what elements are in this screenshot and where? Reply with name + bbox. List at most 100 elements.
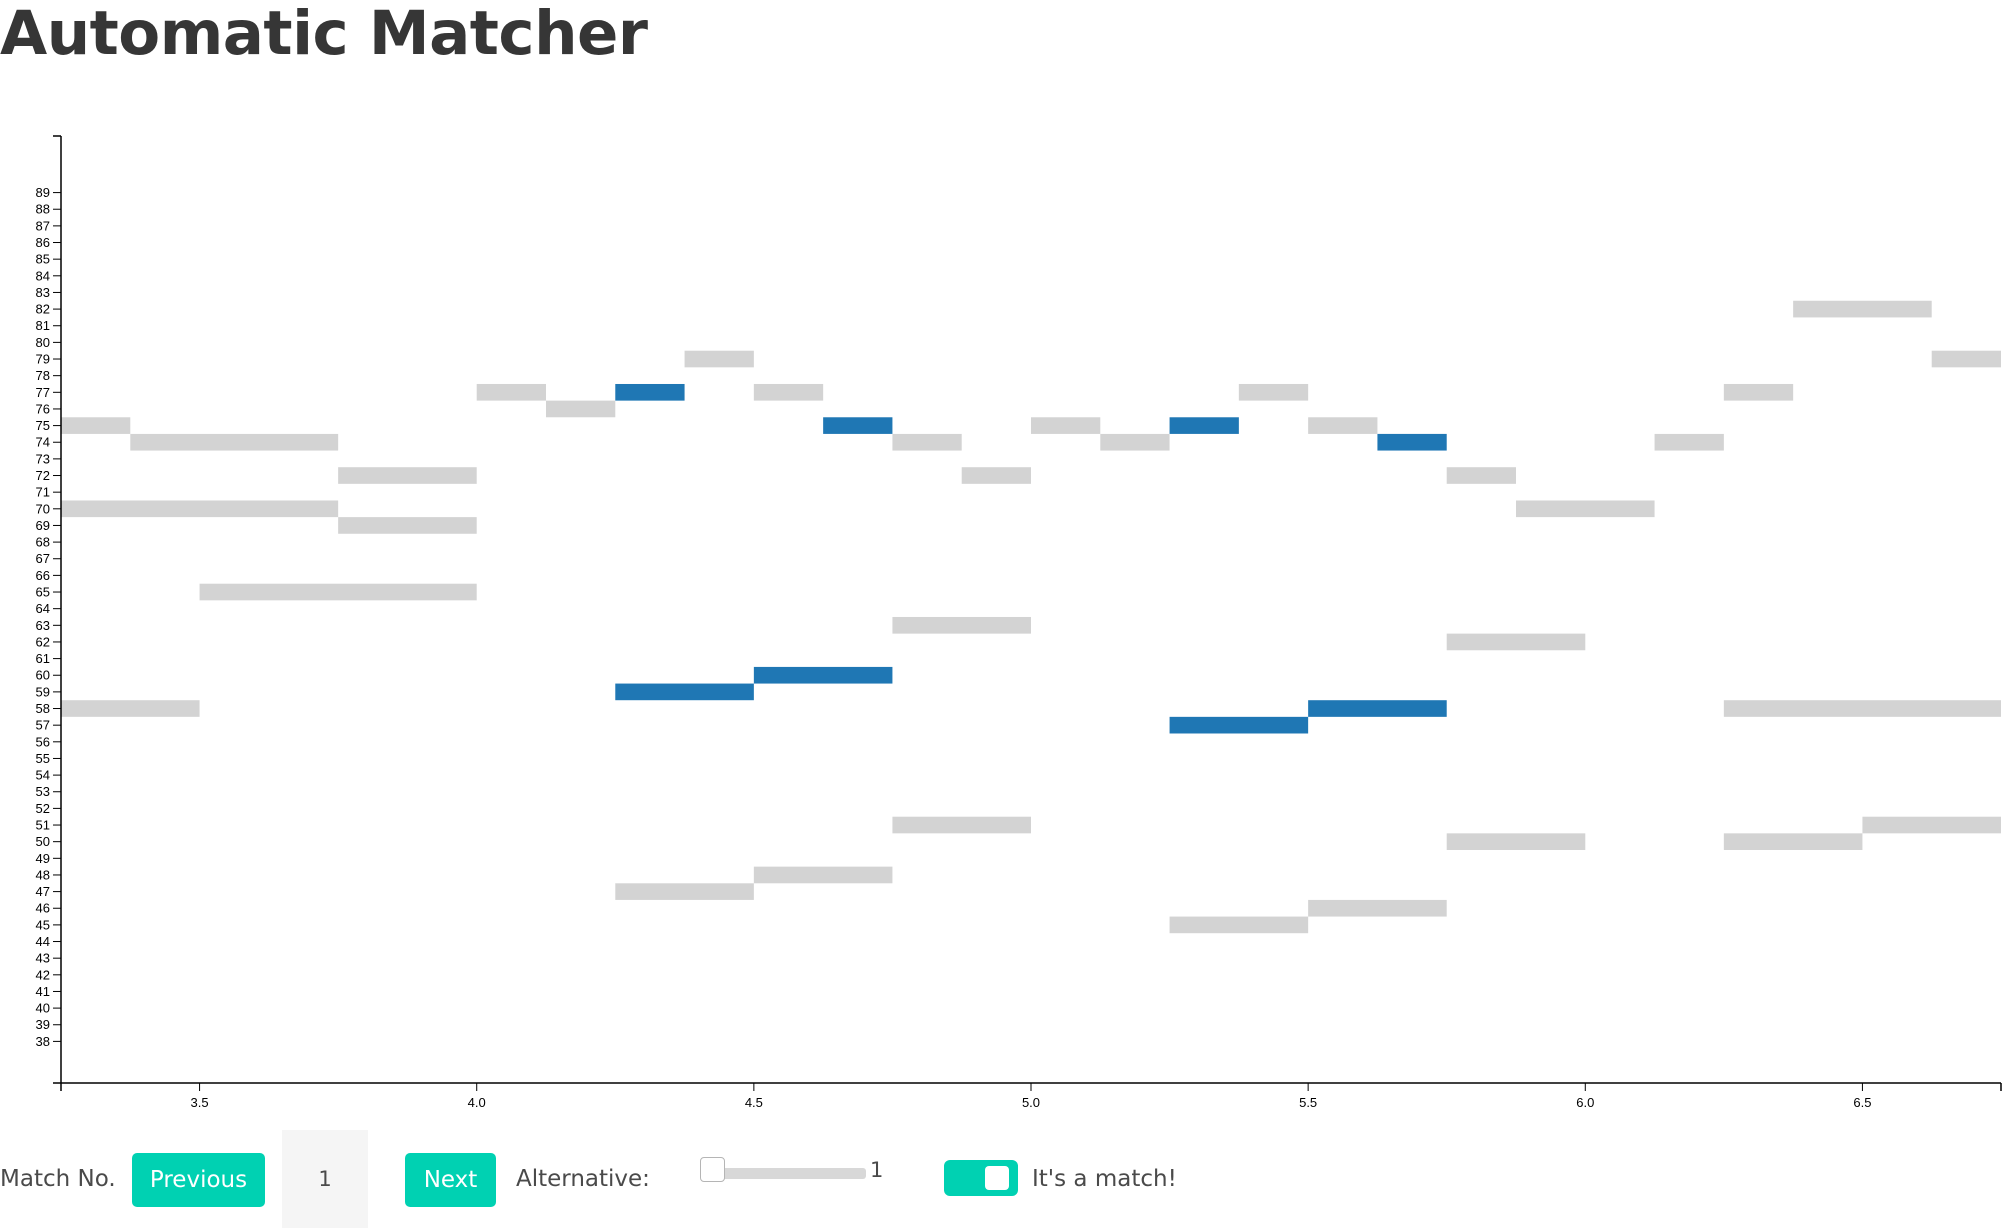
match-toggle-knob <box>985 1166 1009 1190</box>
unmatched-note-12 <box>961 467 1031 484</box>
y-tick-label-42: 42 <box>36 967 50 982</box>
unmatched-note-7 <box>476 383 546 401</box>
matched-note-5 <box>753 666 893 684</box>
matched-note-4 <box>615 683 754 701</box>
unmatched-note-31 <box>1446 833 1586 850</box>
y-tick-label-75: 75 <box>36 418 50 433</box>
unmatched-note-29 <box>1169 916 1309 934</box>
y-tick-label-40: 40 <box>36 1001 50 1016</box>
y-tick-label-38: 38 <box>36 1034 50 1049</box>
y-tick-label-87: 87 <box>36 218 50 233</box>
unmatched-note-15 <box>1238 383 1309 401</box>
matched-note-3 <box>1377 433 1447 451</box>
match-number-display[interactable]: 1 <box>282 1130 368 1228</box>
unmatched-note-8 <box>546 400 616 418</box>
y-tick-label-76: 76 <box>36 401 50 416</box>
x-tick-label-5.5: 5.5 <box>1299 1095 1317 1110</box>
y-tick-label-84: 84 <box>36 268 50 283</box>
y-tick-label-60: 60 <box>36 668 50 683</box>
unmatched-note-23 <box>892 616 1031 634</box>
page-title: Automatic Matcher <box>0 0 648 69</box>
unmatched-note-13 <box>1031 417 1101 434</box>
unmatched-note-27 <box>753 866 893 884</box>
y-tick-label-51: 51 <box>36 818 50 833</box>
matched-note-1 <box>823 417 893 434</box>
y-tick-label-50: 50 <box>36 834 50 849</box>
unmatched-note-10 <box>753 383 824 401</box>
y-tick-label-79: 79 <box>36 352 50 367</box>
y-tick-label-54: 54 <box>36 768 50 783</box>
x-tick-label-6.5: 6.5 <box>1853 1095 1871 1110</box>
match-toggle-label: It's a match! <box>1032 1166 1177 1192</box>
unmatched-note-30 <box>1308 899 1447 917</box>
unmatched-note-26 <box>615 883 754 900</box>
controls-bar: Match No. Previous 1 Next Alternative: 1… <box>0 1130 2016 1228</box>
y-tick-label-74: 74 <box>36 435 50 450</box>
y-tick-label-53: 53 <box>36 784 50 799</box>
y-tick-label-64: 64 <box>36 601 50 616</box>
y-tick-label-39: 39 <box>36 1017 50 1032</box>
y-tick-label-45: 45 <box>36 917 50 932</box>
notes-layer <box>61 300 2001 934</box>
y-tick-label-44: 44 <box>36 934 50 949</box>
unmatched-note-1 <box>130 433 339 451</box>
x-tick-label-4.0: 4.0 <box>468 1095 486 1110</box>
unmatched-note-14 <box>1100 433 1170 451</box>
unmatched-note-2 <box>61 500 339 518</box>
y-tick-label-41: 41 <box>36 984 50 999</box>
y-tick-label-85: 85 <box>36 252 50 267</box>
y-tick-label-66: 66 <box>36 568 50 583</box>
unmatched-note-17 <box>1446 467 1516 484</box>
unmatched-note-3 <box>199 583 477 601</box>
unmatched-note-4 <box>61 700 200 717</box>
y-tick-label-70: 70 <box>36 501 50 516</box>
alternative-slider-thumb[interactable] <box>700 1157 725 1182</box>
y-tick-label-55: 55 <box>36 751 50 766</box>
unmatched-note-22 <box>1931 350 2001 368</box>
match-toggle[interactable] <box>944 1160 1018 1196</box>
alternative-value: 1 <box>870 1158 884 1182</box>
y-tick-label-58: 58 <box>36 701 50 716</box>
unmatched-note-9 <box>684 350 754 368</box>
y-tick-label-71: 71 <box>36 485 50 500</box>
unmatched-note-28 <box>892 816 1031 834</box>
y-tick-label-43: 43 <box>36 951 50 966</box>
y-tick-label-77: 77 <box>36 385 50 400</box>
x-tick-label-3.5: 3.5 <box>191 1095 209 1110</box>
y-tick-label-56: 56 <box>36 734 50 749</box>
y-tick-label-48: 48 <box>36 867 50 882</box>
y-tick-label-62: 62 <box>36 634 50 649</box>
y-tick-label-59: 59 <box>36 684 50 699</box>
y-tick-label-52: 52 <box>36 801 50 816</box>
unmatched-note-16 <box>1308 417 1378 434</box>
alternative-slider-track[interactable] <box>708 1168 866 1179</box>
y-tick-label-63: 63 <box>36 618 50 633</box>
unmatched-note-33 <box>1862 816 2001 834</box>
x-tick-label-5.0: 5.0 <box>1022 1095 1040 1110</box>
unmatched-note-18 <box>1516 500 1655 518</box>
y-tick-label-89: 89 <box>36 185 50 200</box>
unmatched-note-5 <box>338 467 477 484</box>
unmatched-note-24 <box>1446 633 1586 651</box>
matched-note-6 <box>1169 716 1309 734</box>
y-tick-label-46: 46 <box>36 901 50 916</box>
y-tick-label-78: 78 <box>36 368 50 383</box>
y-tick-label-49: 49 <box>36 851 50 866</box>
y-tick-label-57: 57 <box>36 718 50 733</box>
y-tick-label-80: 80 <box>36 335 50 350</box>
unmatched-note-11 <box>892 433 962 451</box>
matched-note-7 <box>1308 700 1447 717</box>
match-number-label: Match No. <box>0 1166 116 1192</box>
y-tick-label-47: 47 <box>36 884 50 899</box>
unmatched-note-19 <box>1654 433 1724 451</box>
unmatched-note-20 <box>1723 383 1794 401</box>
next-button[interactable]: Next <box>405 1153 496 1207</box>
x-tick-label-6.0: 6.0 <box>1576 1095 1594 1110</box>
y-tick-label-81: 81 <box>36 318 50 333</box>
y-tick-label-86: 86 <box>36 235 50 250</box>
x-tick-label-4.5: 4.5 <box>745 1095 763 1110</box>
matched-note-2 <box>1169 417 1239 434</box>
unmatched-note-6 <box>338 517 477 534</box>
previous-button[interactable]: Previous <box>132 1153 265 1207</box>
